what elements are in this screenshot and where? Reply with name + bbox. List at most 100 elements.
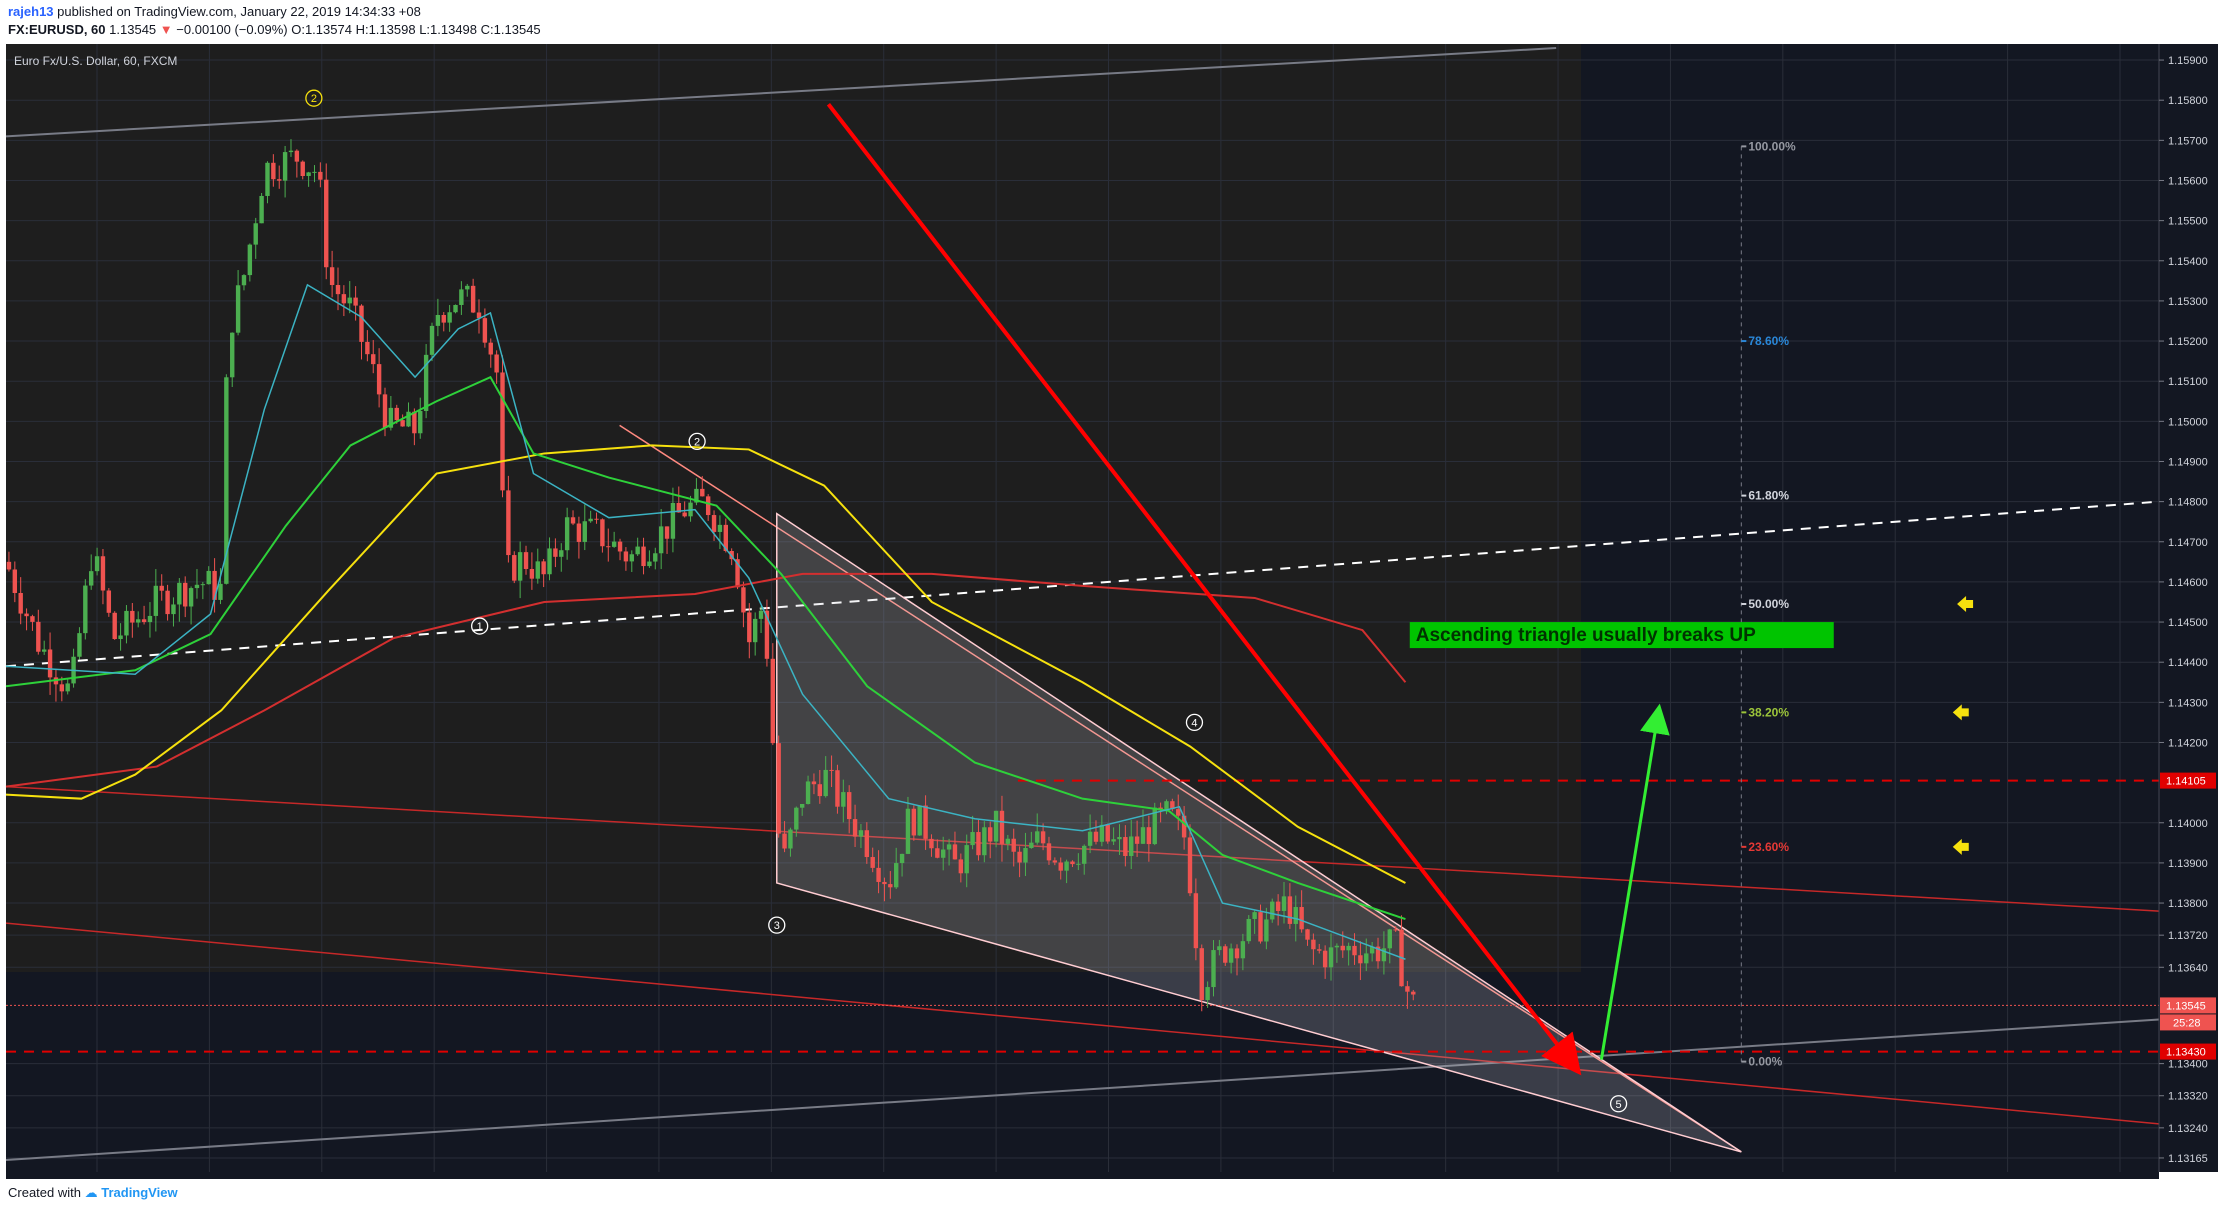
price-chart[interactable]: 100.00% 78.60% 61.80% 50.00% 38.20% 23.60% 0.0… — [0, 44, 2218, 1179]
candle-body — [1364, 953, 1369, 964]
yellow-arrow-icon — [1952, 838, 1969, 855]
candle-body — [18, 592, 23, 614]
candle-body — [77, 633, 82, 657]
wave-label-circle — [305, 89, 323, 107]
author-link[interactable]: rajeh13 — [8, 4, 54, 19]
y-tick-label: 1.15400 — [2168, 256, 2208, 268]
candle-body — [100, 556, 106, 591]
candle-body — [241, 275, 247, 286]
candle-body — [788, 829, 793, 849]
candle-body — [588, 518, 593, 522]
candle-body — [130, 610, 135, 623]
candle-body — [1299, 907, 1304, 930]
candle-body — [606, 546, 611, 548]
candle-body — [1176, 809, 1181, 816]
y-tick-label: 1.14600 — [2168, 577, 2208, 589]
tradingview-logo-icon[interactable]: ☁ — [84, 1185, 98, 1200]
candle-body — [124, 610, 129, 636]
tradingview-link[interactable]: TradingView — [101, 1185, 178, 1200]
candle-body — [512, 555, 517, 581]
candle-body — [741, 587, 746, 613]
wave-label: 5 — [1616, 1099, 1622, 1111]
candle-body — [371, 354, 376, 365]
candle-body — [564, 517, 570, 551]
y-tick-label: 1.14700 — [2168, 537, 2208, 549]
candle-body — [852, 819, 858, 837]
y-tick-label: 1.14500 — [2168, 617, 2208, 629]
candle-body — [653, 553, 658, 562]
candle-body — [1040, 831, 1046, 844]
candle-body — [147, 615, 153, 623]
price-badge-label: 1.13430 — [2166, 1047, 2206, 1059]
candle-body — [611, 541, 617, 547]
candle-body — [1340, 945, 1345, 951]
y-tick-label: 1.13165 — [2168, 1153, 2208, 1165]
candle-body — [200, 584, 206, 586]
candle-body — [676, 502, 681, 513]
candle-body — [670, 502, 676, 539]
y-tick-label: 1.15000 — [2168, 416, 2208, 428]
candle-body — [94, 556, 100, 572]
wave-label: 1 — [477, 621, 483, 633]
time-axis[interactable] — [6, 1172, 2159, 1179]
candle-body — [1293, 907, 1298, 924]
candle-body — [594, 518, 599, 520]
candle-body — [1305, 929, 1310, 940]
candle-body — [941, 849, 946, 858]
candle-body — [300, 161, 305, 177]
price-axis[interactable] — [2159, 44, 2218, 1172]
candle-body — [265, 162, 270, 196]
candle-body — [306, 172, 311, 177]
candle-body — [171, 604, 176, 615]
candle-body — [259, 195, 264, 224]
highlight-region — [6, 44, 1581, 972]
wave-label-circle — [688, 432, 706, 451]
candle-body — [1252, 912, 1257, 919]
candle-body — [1375, 946, 1381, 962]
candle-body — [576, 523, 582, 542]
candle-body — [482, 318, 488, 343]
candle-body — [917, 805, 922, 836]
candle-body — [1070, 861, 1075, 865]
candle-body — [905, 808, 911, 854]
candle-body — [617, 541, 623, 552]
candle-body — [1287, 896, 1293, 924]
candle-body — [1352, 945, 1357, 956]
candle-body — [747, 612, 752, 643]
annotation-box — [1409, 622, 1834, 649]
candle-body — [24, 613, 29, 617]
candle-body — [876, 867, 881, 882]
candle-body — [1046, 843, 1052, 861]
candle-body — [946, 844, 952, 850]
candle-body — [118, 635, 123, 640]
bearish-red-arrow — [826, 102, 1582, 1076]
candle-body — [1146, 827, 1152, 845]
price-change: −0.00100 (−0.09%) — [176, 22, 288, 37]
candle-body — [1317, 949, 1322, 951]
candle-body — [1369, 946, 1375, 954]
fib-level-label: 0.00% — [1748, 1055, 1782, 1069]
candle-body — [846, 792, 852, 820]
y-tick-label: 1.13900 — [2168, 858, 2208, 870]
moving-average-yellow — [5, 444, 1406, 884]
candle-body — [523, 552, 529, 569]
candle-body — [194, 584, 200, 589]
y-tick-label: 1.14300 — [2168, 697, 2208, 709]
candle-body — [858, 830, 864, 837]
candle-body — [547, 548, 552, 575]
candle-body — [282, 152, 288, 181]
candle-body — [1082, 845, 1087, 864]
candle-body — [882, 881, 887, 885]
candle-body — [817, 784, 823, 797]
candle-body — [1205, 987, 1210, 1001]
y-tick-label: 1.13720 — [2168, 930, 2208, 942]
bullish-green-arrow — [1599, 703, 1670, 1060]
candle-body — [400, 420, 405, 427]
candle-body — [929, 838, 934, 849]
fib-level-label: 38.20% — [1748, 705, 1789, 719]
candle-body — [365, 341, 370, 355]
candle-body — [1117, 837, 1122, 840]
candle-body — [41, 649, 47, 652]
chart-title: Euro Fx/U.S. Dollar, 60, FXCM — [14, 54, 177, 68]
candle-body — [1234, 948, 1240, 959]
